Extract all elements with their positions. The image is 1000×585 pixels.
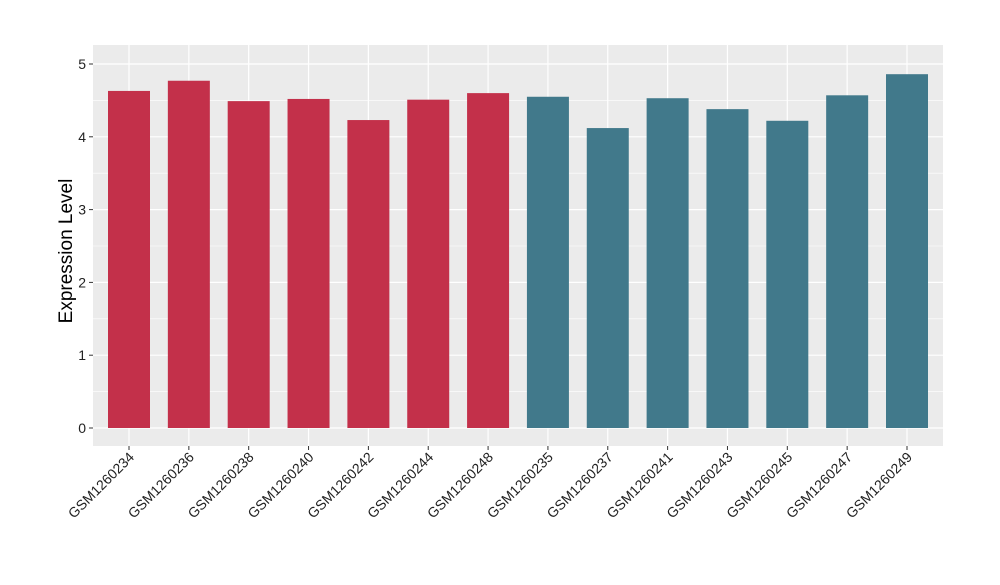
bar-GSM1260235 (526, 96, 569, 428)
x-axis: GSM1260234GSM1260236GSM1260238GSM1260240… (65, 446, 915, 521)
y-tick-label: 1 (78, 347, 86, 363)
y-tick-label: 2 (78, 274, 86, 290)
bars (108, 74, 928, 429)
bar-GSM1260241 (646, 98, 689, 428)
bar-GSM1260243 (706, 109, 749, 429)
bar-GSM1260248 (467, 93, 510, 429)
bar-GSM1260244 (407, 99, 450, 428)
bar-GSM1260238 (227, 101, 270, 429)
bar-GSM1260237 (586, 128, 629, 428)
y-tick-label: 5 (78, 56, 86, 72)
y-axis-label: Expression Level (56, 179, 77, 324)
bar-GSM1260240 (287, 98, 330, 428)
plot-panel (93, 45, 943, 446)
y-tick-label: 4 (78, 129, 86, 145)
bar-GSM1260245 (766, 120, 809, 428)
bar-GSM1260249 (886, 74, 928, 428)
y-axis: 0 1 2 3 4 5 (78, 56, 93, 436)
bar-GSM1260242 (347, 120, 390, 428)
y-tick-label: 0 (78, 420, 86, 436)
bar-GSM1260236 (167, 80, 210, 428)
bar-GSM1260247 (826, 95, 869, 428)
y-tick-label: 3 (78, 202, 86, 218)
bar-GSM1260234 (108, 90, 150, 428)
